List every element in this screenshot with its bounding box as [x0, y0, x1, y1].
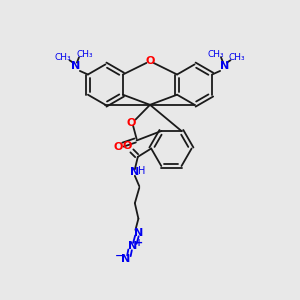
- Text: +: +: [135, 238, 143, 248]
- Text: N: N: [121, 254, 130, 264]
- Text: O: O: [145, 56, 155, 66]
- Text: N: N: [220, 61, 229, 70]
- Text: CH₃: CH₃: [207, 50, 224, 59]
- Text: N: N: [128, 241, 137, 251]
- Text: H: H: [138, 166, 145, 176]
- Text: O: O: [123, 141, 132, 152]
- Text: N: N: [130, 167, 140, 177]
- Text: CH₃: CH₃: [55, 53, 71, 62]
- Text: N: N: [134, 228, 144, 238]
- Text: O: O: [127, 118, 136, 128]
- Text: N: N: [71, 61, 80, 70]
- Text: −: −: [115, 251, 124, 261]
- Text: CH₃: CH₃: [229, 53, 245, 62]
- Text: CH₃: CH₃: [76, 50, 93, 59]
- Text: O: O: [113, 142, 123, 152]
